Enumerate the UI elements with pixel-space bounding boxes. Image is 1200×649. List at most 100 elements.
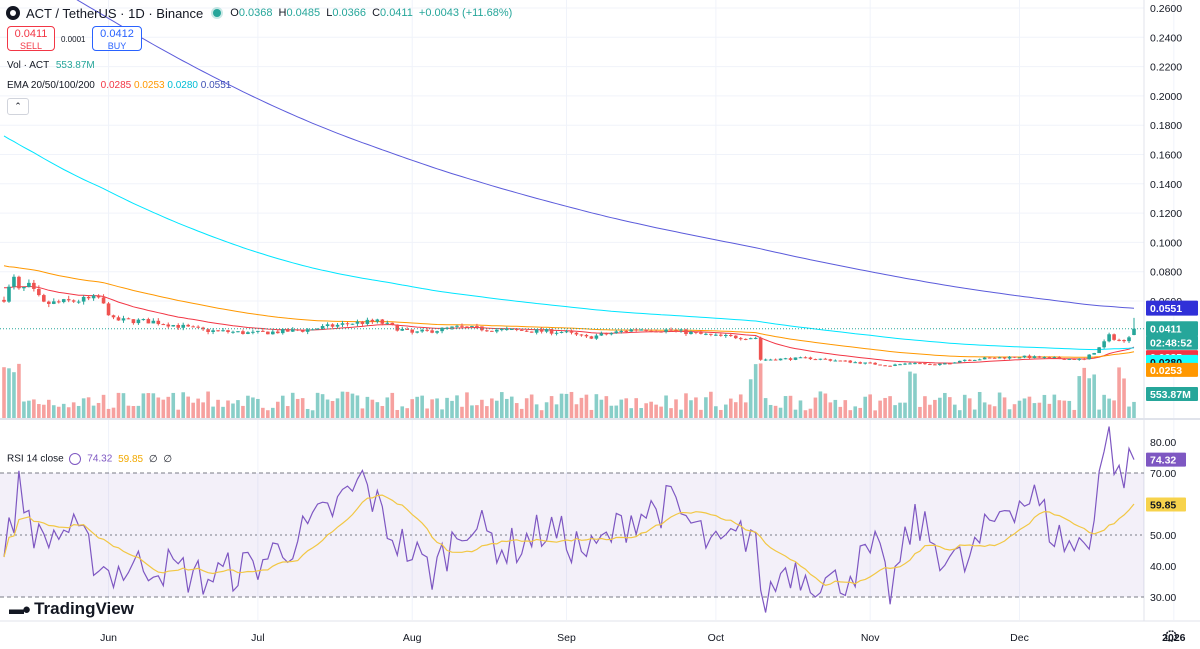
volume-bar (694, 397, 698, 418)
candle-body (719, 334, 723, 336)
volume-bar (171, 392, 176, 418)
candle-body (216, 330, 220, 332)
volume-bar (938, 397, 942, 418)
volume-bar (1052, 394, 1057, 418)
volume-bar (375, 402, 380, 418)
volume-bar (56, 406, 61, 418)
volume-bar (390, 392, 395, 418)
candle-body (694, 331, 698, 333)
collapse-legend-button[interactable]: ⌃ (7, 98, 29, 115)
volume-bar (295, 398, 300, 418)
candle-body (699, 332, 703, 334)
volume-bar (783, 396, 788, 418)
volume-bar (619, 399, 624, 418)
ema200-price-badge-text: 0.0551 (1150, 303, 1182, 315)
volume-bar (898, 402, 902, 418)
settings-gear-icon[interactable] (1165, 630, 1177, 642)
candle-body (191, 326, 195, 328)
ema-legend[interactable]: EMA 20/50/100/200 0.0285 0.0253 0.0280 0… (7, 80, 231, 91)
candle-body (624, 330, 629, 332)
volume-bar (778, 407, 783, 418)
candle-body (987, 357, 992, 359)
volume-bar (111, 407, 116, 418)
ema-legend-label: EMA 20/50/100/200 (7, 80, 95, 91)
candle-body (997, 357, 1002, 359)
volume-bar (161, 399, 166, 418)
candle-body (465, 326, 469, 328)
candle-body (738, 338, 743, 340)
candle-body (460, 325, 464, 327)
volume-bar (221, 406, 225, 418)
volume-bar (838, 406, 843, 418)
volume-bar (833, 399, 838, 418)
volume-bar (66, 407, 71, 418)
candle-body (868, 362, 872, 364)
rsi-legend[interactable]: RSI 14 close 74.32 59.85 ∅ ∅ (7, 453, 172, 465)
spread-value: 0.0001 (61, 35, 86, 44)
symbol-title[interactable]: ACT / TetherUS · 1D · Binance (26, 5, 204, 21)
rsi-value-badge (1146, 452, 1186, 467)
ema20-line (3, 285, 1135, 364)
candle-body (61, 299, 66, 303)
tradingview-logo[interactable]: ▬● TradingView (9, 599, 134, 619)
volume-bar (280, 395, 285, 418)
candle-body (918, 363, 922, 365)
candle-body (490, 330, 494, 332)
sell-label: SELL (19, 41, 43, 51)
price-tick-label: 0.2200 (1150, 62, 1182, 74)
buy-button[interactable]: 0.0412 BUY (92, 26, 142, 51)
candle-body (305, 329, 310, 332)
close-value: 0.0411 (380, 7, 413, 19)
volume-bar (385, 397, 390, 418)
candle-body (1077, 358, 1082, 360)
candle-body (385, 322, 390, 324)
candle-body (1102, 341, 1106, 348)
candle-body (594, 335, 599, 339)
volume-bar (420, 395, 424, 418)
rsi-tick-label: 50.00 (1150, 530, 1176, 542)
candle-body (12, 276, 16, 287)
candle-body (375, 319, 380, 322)
candle-body (32, 282, 36, 289)
candle-body (440, 327, 444, 332)
candle-body (325, 324, 330, 327)
candle-body (903, 363, 907, 365)
volume-legend[interactable]: Vol · ACT 553.87M (7, 60, 95, 71)
ohlc-readout: O0.0368 H0.0485 L0.0366 C0.0411 +0.0043 … (230, 7, 513, 19)
volume-bar (475, 405, 479, 418)
volume-bar (728, 398, 733, 418)
rsi-ma-badge-text: 59.85 (1150, 499, 1176, 511)
candle-body (957, 360, 962, 363)
rsi-tick-label: 80.00 (1150, 437, 1176, 449)
volume-bar (435, 398, 439, 418)
candle-body (1122, 340, 1126, 342)
volume-bar (395, 409, 400, 418)
rsi-empty-value-1: ∅ (148, 453, 158, 465)
candle-body (589, 336, 594, 339)
volume-bar (261, 407, 265, 418)
volume-bar (574, 404, 579, 418)
volume-bar (1107, 398, 1111, 418)
volume-bar (86, 397, 91, 418)
volume-bar (495, 400, 499, 418)
volume-bar (933, 399, 937, 418)
volume-bar (878, 400, 882, 418)
price-tick-label: 0.0800 (1150, 267, 1182, 279)
candle-body (56, 301, 61, 303)
sell-button[interactable]: 0.0411 SELL (7, 26, 55, 51)
candle-body (669, 329, 673, 331)
volume-bar (246, 395, 250, 418)
candle-body (201, 327, 205, 330)
volume-bar (340, 391, 345, 418)
rsi-legend-label: RSI 14 close (7, 453, 64, 465)
volume-bar (116, 392, 121, 418)
candle-body (181, 324, 186, 328)
candle-body (22, 286, 26, 289)
rsi-settings-icon[interactable] (69, 453, 82, 465)
price-tick-label: 0.1800 (1150, 120, 1182, 132)
volume-bar (1027, 396, 1032, 418)
candle-body (679, 329, 683, 331)
candle-body (1032, 356, 1037, 359)
candle-body (206, 329, 210, 332)
